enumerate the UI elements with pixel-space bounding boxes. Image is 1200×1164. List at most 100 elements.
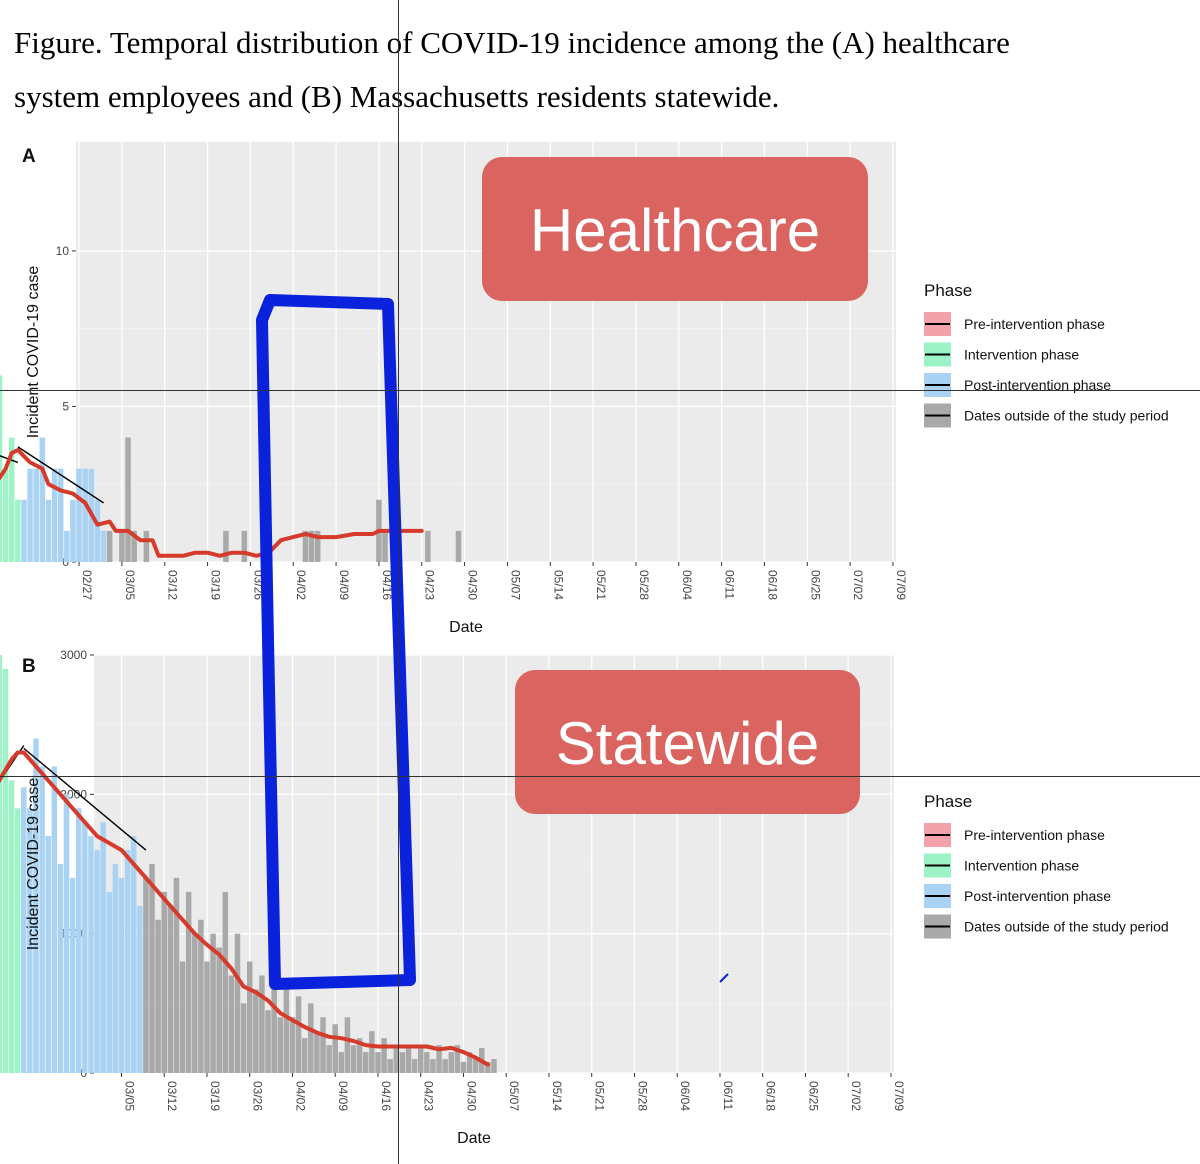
bar [185,891,192,1073]
bar [82,468,88,562]
figure-caption: Figure. Temporal distribution of COVID-1… [14,16,1184,124]
bar [289,1017,296,1073]
bar [161,891,167,1073]
bar [308,1003,314,1073]
bar [15,499,21,562]
x-tick-label: 04/02 [294,570,308,600]
x-tick-label: 06/18 [764,1081,778,1111]
legend-label: Pre-intervention phase [964,316,1105,332]
bar [265,1010,271,1073]
bar [57,864,64,1073]
x-tick-label: 06/25 [806,1081,820,1111]
bar [326,1045,332,1073]
bar [241,530,248,562]
smoothed-trend-line [0,750,490,1067]
bar [277,1017,284,1073]
y-tick-label: 10 [56,244,70,258]
x-tick-label: 04/23 [422,1081,436,1111]
x-tick-label: 05/21 [594,570,608,600]
legend-label: Intervention phase [964,858,1079,874]
bar [94,499,101,562]
bar [130,836,137,1073]
bar [222,891,229,1073]
bar [118,877,125,1073]
bar [27,468,33,562]
bar [0,375,3,562]
bar [210,933,216,1073]
bar [234,933,241,1073]
pen-mark [719,973,729,983]
bar [112,864,119,1073]
bar [27,808,33,1073]
bar [39,437,46,562]
bar [100,822,106,1073]
bar [45,836,51,1073]
x-tick-label: 06/11 [721,1081,735,1110]
x-tick-label: 05/14 [551,570,565,600]
bar [94,850,100,1073]
x-tick-label: 05/21 [593,1081,607,1111]
x-tick-label: 06/04 [678,1081,692,1111]
bar [338,1052,345,1073]
bar [173,877,180,1073]
highlight-box [256,294,416,990]
bar [356,1038,363,1073]
bar [75,808,82,1073]
bar [76,468,82,562]
x-tick-label: 02/27 [80,570,94,600]
bar [155,919,161,1073]
bar [314,530,321,562]
bar [491,1059,497,1073]
fit-line [23,747,147,851]
bar [472,1059,479,1073]
y-axis-title: Incident COVID-19 case [25,778,42,951]
highlight-layer [256,294,729,990]
bar [100,530,107,562]
bar [460,1061,467,1073]
bar [51,468,58,562]
caption-line-2: system employees and (B) Massachusetts r… [14,79,780,114]
bar [375,1052,381,1073]
bar [332,1024,338,1073]
bar [45,499,52,562]
x-tick-label: 04/09 [337,570,351,600]
panel-tag: B [22,656,36,677]
x-tick-label: 06/18 [765,570,779,600]
bar [143,530,150,562]
bar [70,499,76,562]
x-axis-title: Date [457,1130,491,1147]
bar [14,808,21,1073]
bar [399,1052,406,1073]
bar [466,1052,473,1073]
bar [51,766,58,1073]
bar [382,530,388,562]
x-tick-label: 05/28 [637,570,651,600]
bar [88,836,94,1073]
bar [454,1045,461,1073]
crosshair-vertical [398,0,399,1164]
bar [33,468,39,562]
bar [8,437,15,562]
annotation-label: Statewide [556,710,820,777]
bar [387,1059,393,1073]
bar [2,668,9,1073]
bar [455,530,462,562]
bar [425,530,431,562]
x-tick-label: 05/07 [507,1081,521,1111]
annotation-label: Healthcare [530,197,820,264]
bar [223,530,229,562]
legend-label: Post-intervention phase [964,377,1111,393]
x-tick-label: 03/19 [209,570,223,600]
bar [106,530,113,562]
x-tick-label: 03/05 [123,570,137,600]
x-tick-label: 03/12 [166,570,180,600]
bar [228,975,235,1073]
x-tick-label: 05/14 [550,1081,564,1111]
bar [167,905,174,1073]
bar [143,877,149,1073]
x-tick-label: 04/23 [423,570,437,600]
x-tick-label: 04/30 [464,1081,478,1111]
bar [448,1052,455,1073]
x-tick-label: 05/07 [508,570,522,600]
